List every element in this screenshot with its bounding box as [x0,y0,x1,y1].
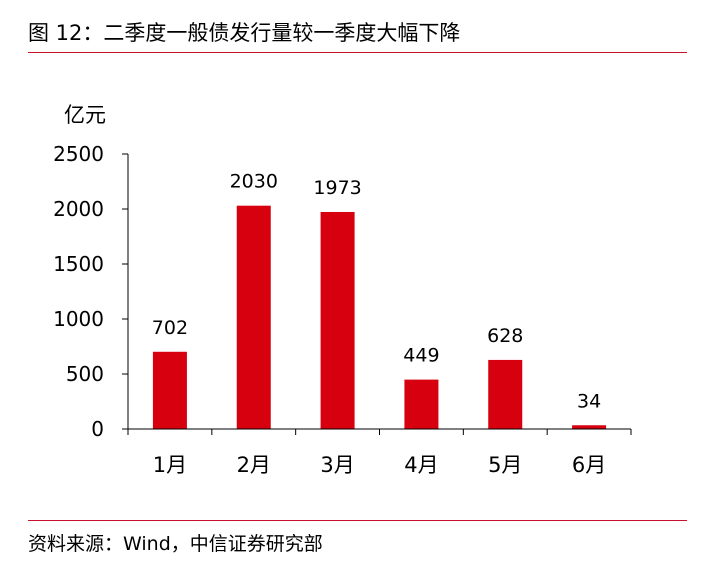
x-tick-label: 2月 [237,453,271,477]
y-tick-label: 0 [91,417,104,441]
data-label: 2030 [230,171,278,193]
y-tick-label: 1000 [53,307,104,331]
bar-2 [236,205,271,429]
y-tick-label: 2000 [53,197,104,221]
x-axis-ticks: 1月 2月 3月 4月 5月 6月 [127,429,632,477]
title-divider [28,52,687,53]
y-axis-label: 亿元 [64,103,106,127]
data-label: 628 [487,325,523,347]
x-tick-label: 5月 [488,453,522,477]
data-label: 1973 [313,177,361,199]
y-tick-label: 1500 [53,252,104,276]
bar-4 [404,379,439,429]
y-axis-ticks: 0 500 1000 1500 2000 2500 [53,142,128,441]
data-labels: 702 2030 1973 449 628 34 [152,171,601,413]
y-tick-label: 500 [66,362,104,386]
x-tick-label: 4月 [404,453,438,477]
bar-6 [572,425,607,429]
data-label: 702 [152,317,188,339]
x-tick-label: 6月 [572,453,606,477]
x-tick-label: 1月 [153,453,187,477]
x-tick-label: 3月 [320,453,354,477]
data-label: 34 [577,390,601,412]
bar-1 [152,351,187,429]
y-tick-label: 2500 [53,142,104,166]
bar-5 [488,359,523,429]
data-label: 449 [403,345,439,367]
bars [152,205,607,429]
source-divider [28,520,687,521]
source-note: 资料来源：Wind，中信证券研究部 [28,533,323,555]
bar-3 [320,211,355,429]
chart-title: 图 12：二季度一般债发行量较一季度大幅下降 [28,21,461,45]
